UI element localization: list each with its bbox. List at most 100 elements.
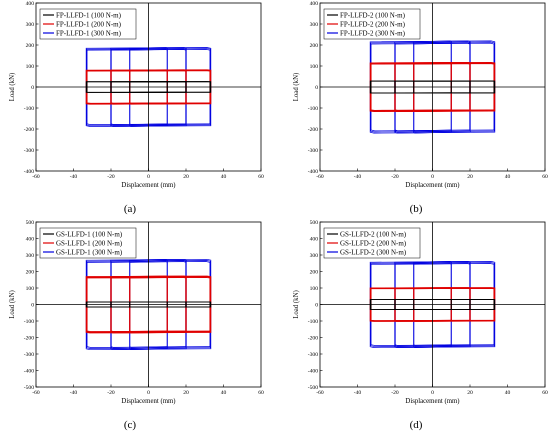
legend-label-3: FP-LLFD-2 (300 N-m) <box>340 29 406 37</box>
x-tick-label: -60 <box>316 174 324 180</box>
y-tick-label: 400 <box>26 237 35 243</box>
y-tick-label: 300 <box>26 253 35 259</box>
legend-box <box>323 227 421 259</box>
y-tick-label: -100 <box>24 106 34 112</box>
chart-panel-4: -60 -40 -20 0 20 40 60-500-400-300-200-1000100… <box>293 220 548 405</box>
panel-label: (a) <box>124 203 137 215</box>
x-tick-label: 60 <box>542 390 548 396</box>
legend: GS-LLFD-1 (100 N-m)GS-LLFD-1 (200 N-m)GS… <box>39 227 137 259</box>
y-tick-label: -200 <box>308 336 318 342</box>
x-tick-label: 60 <box>258 174 264 180</box>
y-tick-label: 0 <box>315 303 318 309</box>
y-tick-label: -300 <box>308 148 318 154</box>
y-tick-label: 400 <box>310 237 319 243</box>
y-axis-title: Load (kN) <box>9 290 16 319</box>
y-tick-label: 300 <box>310 253 319 259</box>
y-tick-label: -200 <box>308 127 318 133</box>
y-tick-label: -300 <box>24 352 34 358</box>
x-tick-label: -60 <box>32 390 40 396</box>
panel-label: (c) <box>124 419 137 431</box>
x-tick-label: 40 <box>505 174 511 180</box>
x-tick-label: -40 <box>70 390 78 396</box>
legend: FP-LLFD-2 (100 N-m)FP-LLFD-2 (200 N-m)FP… <box>323 8 421 40</box>
x-tick-label: 20 <box>183 390 189 396</box>
x-tick-label: -20 <box>107 390 115 396</box>
x-axis-title: Displacement (mm) <box>121 398 175 405</box>
legend-label-3: GS-LLFD-2 (300 N-m) <box>340 248 407 256</box>
chart-panel-3: -60 -40 -20 0 20 40 60-500-400-300-200-1000100… <box>9 220 264 405</box>
y-axis-title: Load (kN) <box>9 73 16 102</box>
y-tick-label: -400 <box>308 169 318 175</box>
legend-box <box>39 8 137 40</box>
chart-panel-2: -60 -40 -20 0 20 40 60-400-300-200-10001002003… <box>293 1 548 189</box>
y-tick-label: -100 <box>308 319 318 325</box>
y-tick-label: 100 <box>310 286 319 292</box>
y-tick-label: -200 <box>24 336 34 342</box>
x-axis-title: Displacement (mm) <box>121 182 175 189</box>
legend-label-2: FP-LLFD-1 (200 N-m) <box>56 20 122 28</box>
x-tick-label: 20 <box>183 174 189 180</box>
y-tick-label: -100 <box>308 106 318 112</box>
y-tick-label: -400 <box>24 169 34 175</box>
y-tick-label: 500 <box>26 220 35 226</box>
y-tick-label: 0 <box>315 85 318 91</box>
y-tick-label: 200 <box>310 43 319 49</box>
legend-label-1: FP-LLFD-1 (100 N-m) <box>56 11 122 19</box>
x-tick-label: 0 <box>147 174 150 180</box>
chart-panel-1: -60 -40 -20 0 20 40 60-400-300-200-10001002003… <box>9 1 264 189</box>
x-tick-label: -60 <box>316 390 324 396</box>
y-tick-label: -200 <box>24 127 34 133</box>
y-tick-label: -400 <box>308 369 318 375</box>
legend-box <box>323 8 421 40</box>
x-tick-label: 0 <box>147 390 150 396</box>
legend-box <box>39 227 137 259</box>
y-tick-label: -300 <box>24 148 34 154</box>
x-tick-label: 20 <box>467 174 473 180</box>
x-tick-label: 0 <box>431 174 434 180</box>
y-tick-label: 200 <box>26 270 35 276</box>
legend-label-2: GS-LLFD-2 (200 N-m) <box>340 239 407 247</box>
y-axis-title: Load (kN) <box>293 73 300 102</box>
y-tick-label: 200 <box>26 43 35 49</box>
y-tick-label: 300 <box>310 22 319 28</box>
y-tick-label: 400 <box>26 1 35 7</box>
x-tick-label: 40 <box>505 390 511 396</box>
x-tick-label: 40 <box>221 174 227 180</box>
y-tick-label: 200 <box>310 270 319 276</box>
y-tick-label: 0 <box>31 303 34 309</box>
x-tick-label: -40 <box>70 174 78 180</box>
y-tick-label: -300 <box>308 352 318 358</box>
legend-label-2: GS-LLFD-1 (200 N-m) <box>56 239 123 247</box>
y-tick-label: 100 <box>26 286 35 292</box>
y-tick-label: -500 <box>24 385 34 391</box>
legend-label-3: FP-LLFD-1 (300 N-m) <box>56 29 122 37</box>
y-tick-label: -400 <box>24 369 34 375</box>
x-tick-label: 60 <box>258 390 264 396</box>
y-tick-label: 100 <box>310 64 319 70</box>
legend: FP-LLFD-1 (100 N-m)FP-LLFD-1 (200 N-m)FP… <box>39 8 137 40</box>
y-tick-label: 300 <box>26 22 35 28</box>
x-axis-title: Displacement (mm) <box>405 398 459 405</box>
legend-label-1: FP-LLFD-2 (100 N-m) <box>340 11 406 19</box>
y-axis-title: Load (kN) <box>293 290 300 319</box>
y-tick-label: -500 <box>308 385 318 391</box>
y-tick-label: 500 <box>310 220 319 226</box>
x-tick-label: 0 <box>431 390 434 396</box>
panel-label: (d) <box>410 419 423 431</box>
x-tick-label: -40 <box>354 390 362 396</box>
x-tick-label: -40 <box>354 174 362 180</box>
x-tick-label: -20 <box>107 174 115 180</box>
y-tick-label: 100 <box>26 64 35 70</box>
panel-label: (b) <box>410 203 423 215</box>
legend-label-2: FP-LLFD-2 (200 N-m) <box>340 20 406 28</box>
y-tick-label: 0 <box>31 85 34 91</box>
x-tick-label: -20 <box>391 390 399 396</box>
x-tick-label: -60 <box>32 174 40 180</box>
y-tick-label: 400 <box>310 1 319 7</box>
x-axis-title: Displacement (mm) <box>405 182 459 189</box>
x-tick-label: 20 <box>467 390 473 396</box>
x-tick-label: 60 <box>542 174 548 180</box>
x-tick-label: -20 <box>391 174 399 180</box>
legend-label-1: GS-LLFD-2 (100 N-m) <box>340 230 407 238</box>
